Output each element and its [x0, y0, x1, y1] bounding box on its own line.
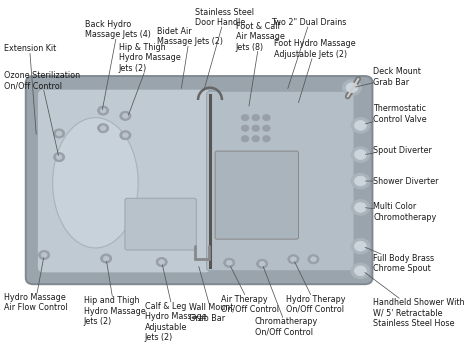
Circle shape [38, 250, 50, 260]
Circle shape [120, 131, 131, 140]
Circle shape [355, 120, 366, 130]
Text: Bidet Air
Massage Jets (2): Bidet Air Massage Jets (2) [156, 27, 223, 88]
Text: Ozone Sterilization
On/Off Control: Ozone Sterilization On/Off Control [3, 71, 80, 155]
Text: Wall Mount
Grab Bar: Wall Mount Grab Bar [190, 267, 234, 323]
Circle shape [100, 254, 112, 263]
Circle shape [226, 260, 232, 265]
FancyBboxPatch shape [215, 151, 299, 239]
Circle shape [41, 252, 47, 257]
Circle shape [100, 108, 106, 113]
Circle shape [310, 257, 317, 262]
Circle shape [351, 263, 370, 279]
Text: Hydro Massage
Air Flow Control: Hydro Massage Air Flow Control [3, 258, 67, 312]
FancyBboxPatch shape [207, 91, 354, 271]
Circle shape [120, 111, 131, 120]
Circle shape [252, 114, 260, 121]
Circle shape [252, 136, 260, 142]
Ellipse shape [53, 118, 138, 248]
Text: Chromatherapy
On/Off Control: Chromatherapy On/Off Control [255, 266, 318, 337]
Text: Extension Kit: Extension Kit [3, 44, 56, 134]
Circle shape [159, 260, 164, 264]
Circle shape [355, 241, 366, 251]
Circle shape [122, 113, 128, 118]
Circle shape [259, 261, 265, 266]
Circle shape [351, 173, 370, 189]
Text: Foot & Calf
Air Massage
Jets (8): Foot & Calf Air Massage Jets (8) [236, 22, 284, 106]
Text: Back Hydro
Massage Jets (4): Back Hydro Massage Jets (4) [85, 20, 151, 110]
Circle shape [263, 114, 270, 121]
Circle shape [241, 136, 249, 142]
Circle shape [346, 83, 358, 93]
Circle shape [351, 200, 370, 215]
Text: Spout Diverter: Spout Diverter [365, 146, 432, 154]
Text: Hydro Therapy
On/Off Control: Hydro Therapy On/Off Control [286, 262, 345, 314]
Circle shape [241, 114, 249, 121]
Circle shape [56, 155, 62, 159]
Text: Full Body Brass
Chrome Spout: Full Body Brass Chrome Spout [365, 247, 434, 273]
Text: Calf & Leg
Hydro Massage
Adjustable
Jets (2): Calf & Leg Hydro Massage Adjustable Jets… [145, 265, 206, 342]
Circle shape [355, 176, 366, 186]
Circle shape [156, 257, 167, 267]
Circle shape [288, 255, 299, 264]
Circle shape [98, 106, 109, 115]
Text: Shower Diverter: Shower Diverter [365, 176, 439, 186]
Circle shape [252, 125, 260, 131]
Circle shape [54, 129, 64, 138]
Circle shape [103, 256, 109, 261]
Circle shape [122, 133, 128, 138]
Circle shape [224, 258, 235, 267]
Circle shape [355, 150, 366, 159]
Text: Thermostatic
Control Valve: Thermostatic Control Valve [365, 104, 427, 124]
Circle shape [54, 153, 64, 162]
Circle shape [351, 147, 370, 162]
Circle shape [343, 80, 361, 95]
FancyBboxPatch shape [125, 198, 196, 250]
FancyBboxPatch shape [37, 89, 211, 273]
Circle shape [263, 125, 270, 131]
Text: Air Therapy
On/Off Control: Air Therapy On/Off Control [221, 266, 279, 314]
Text: Stainless Steel
Door Handle: Stainless Steel Door Handle [195, 7, 254, 90]
Circle shape [256, 259, 268, 268]
Text: Handheld Shower With
W/ 5' Retractable
Stainless Steel Hose: Handheld Shower With W/ 5' Retractable S… [365, 273, 465, 328]
Text: Hip & Thigh
Hydro Massage
Jets (2): Hip & Thigh Hydro Massage Jets (2) [119, 43, 181, 115]
Text: Two 2" Dual Drains: Two 2" Dual Drains [272, 18, 347, 88]
Text: Multi Color
Chromotherapy: Multi Color Chromotherapy [365, 202, 437, 222]
Circle shape [241, 125, 249, 131]
Circle shape [98, 124, 109, 133]
Circle shape [100, 126, 106, 131]
FancyBboxPatch shape [26, 76, 373, 284]
Circle shape [56, 131, 62, 136]
Circle shape [351, 118, 370, 133]
Circle shape [355, 266, 366, 276]
Text: Hip and Thigh
Hydro Massage
Jets (2): Hip and Thigh Hydro Massage Jets (2) [84, 261, 146, 326]
Circle shape [308, 255, 319, 264]
Circle shape [355, 202, 366, 212]
Circle shape [351, 239, 370, 254]
Circle shape [263, 136, 270, 142]
Circle shape [291, 257, 296, 262]
Text: Deck Mount
Grab Bar: Deck Mount Grab Bar [356, 67, 421, 87]
Text: Foot Hydro Massage
Adjustable Jets (2): Foot Hydro Massage Adjustable Jets (2) [274, 39, 356, 103]
